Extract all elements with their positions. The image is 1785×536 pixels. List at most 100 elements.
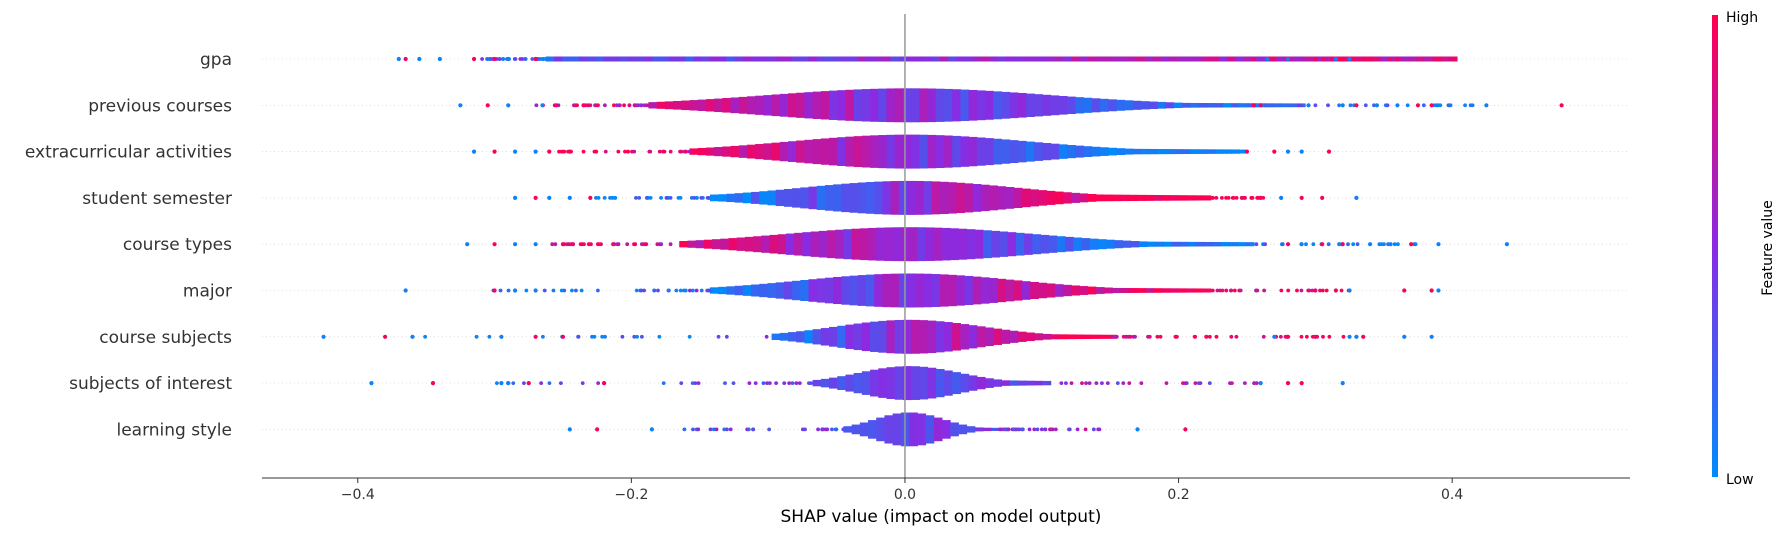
violin-strip — [1116, 99, 1126, 111]
data-point — [642, 288, 646, 293]
violin-strip — [1046, 56, 1056, 62]
data-point — [495, 381, 499, 385]
outlier-point — [1354, 103, 1359, 108]
violin-strip — [812, 91, 822, 119]
data-point — [666, 288, 671, 293]
violin-strip — [1021, 188, 1031, 208]
violin-strip — [859, 228, 869, 261]
data-point — [1080, 381, 1084, 385]
x-tick-label: −0.2 — [614, 487, 648, 503]
violin-strip — [1342, 56, 1351, 62]
violin-strip — [705, 147, 715, 156]
violin-strip — [911, 366, 920, 400]
data-point — [1214, 334, 1219, 339]
violin-strip — [824, 185, 834, 211]
violin-strip — [931, 274, 941, 307]
violin-strip — [722, 146, 732, 157]
data-point — [581, 149, 586, 154]
outlier-point — [1306, 103, 1311, 108]
colorbar — [1712, 15, 1718, 477]
violin-strip — [1122, 240, 1132, 248]
violin-strip — [956, 275, 966, 306]
data-point — [1091, 427, 1096, 432]
data-point — [1254, 242, 1259, 247]
outlier-point — [1395, 56, 1400, 62]
violin-strip — [703, 239, 713, 249]
violin-strip — [984, 90, 994, 120]
violin-strip — [783, 281, 793, 300]
violin-strip — [1128, 288, 1138, 293]
violin-strip — [761, 235, 771, 253]
violin-strip — [611, 56, 621, 62]
violin-strip — [1050, 95, 1060, 116]
violin-strip — [919, 134, 929, 169]
violin-strip — [1089, 238, 1099, 250]
violin-strip — [886, 367, 896, 399]
colorbar-high-label: High — [1726, 10, 1758, 26]
violin-strip — [751, 56, 760, 62]
violin-strip — [1399, 56, 1409, 62]
violin-strip — [755, 144, 764, 160]
violin-strip — [783, 56, 793, 62]
violin-strip — [870, 321, 879, 352]
feature-label: gpa — [200, 50, 232, 70]
violin-strip — [545, 56, 555, 62]
data-point — [518, 57, 523, 61]
data-point — [497, 57, 502, 61]
data-point — [687, 288, 692, 293]
data-point — [1326, 242, 1331, 247]
data-point — [636, 103, 641, 108]
violin-strip — [1048, 235, 1058, 253]
outlier-point — [540, 103, 545, 108]
violin-strip — [939, 274, 949, 307]
data-point — [1412, 242, 1417, 247]
violin-strip — [1188, 241, 1197, 247]
outlier-point — [1285, 334, 1291, 339]
violin-strip — [898, 56, 908, 62]
violin-strip — [679, 241, 689, 248]
violin-strip — [1223, 103, 1232, 108]
violin-strip — [808, 56, 818, 62]
violin-strip — [792, 56, 801, 62]
violin-strip — [857, 275, 867, 306]
violin-strip — [668, 56, 678, 62]
violin-strip — [907, 180, 916, 215]
violin-strip — [886, 134, 896, 169]
violin-strip — [1112, 287, 1122, 294]
outlier-point — [1258, 103, 1263, 108]
data-point — [512, 57, 517, 61]
data-point — [751, 427, 756, 432]
data-point — [1421, 103, 1426, 108]
data-point — [501, 57, 506, 61]
data-point — [1158, 334, 1163, 339]
violin-strip — [1145, 288, 1154, 293]
data-point — [662, 149, 667, 154]
data-point — [539, 381, 544, 385]
violin-strip — [1227, 56, 1236, 62]
data-point — [833, 427, 838, 432]
data-point — [616, 149, 621, 154]
violin-strip — [841, 56, 851, 62]
feature-row — [262, 88, 1630, 123]
violin-strip — [656, 101, 666, 109]
violin-strip — [1050, 334, 1060, 340]
outlier-point — [1183, 427, 1188, 432]
data-point — [582, 242, 586, 247]
feature-label: subjects of interest — [69, 374, 232, 394]
data-point — [690, 288, 695, 293]
data-point — [746, 427, 751, 432]
violin-strip — [833, 184, 842, 212]
violin-strip — [685, 56, 695, 62]
violin-strip — [952, 372, 961, 395]
data-point — [761, 381, 766, 385]
violin-strip — [894, 366, 904, 400]
data-point — [1067, 427, 1071, 432]
violin-strip — [902, 134, 912, 169]
outlier-point — [1320, 195, 1325, 200]
violin-strip — [1075, 334, 1085, 340]
outlier-point — [1354, 334, 1359, 339]
outlier-point — [1279, 195, 1284, 200]
data-point — [559, 149, 564, 154]
outlier-point — [1238, 103, 1243, 108]
data-point — [797, 381, 802, 385]
